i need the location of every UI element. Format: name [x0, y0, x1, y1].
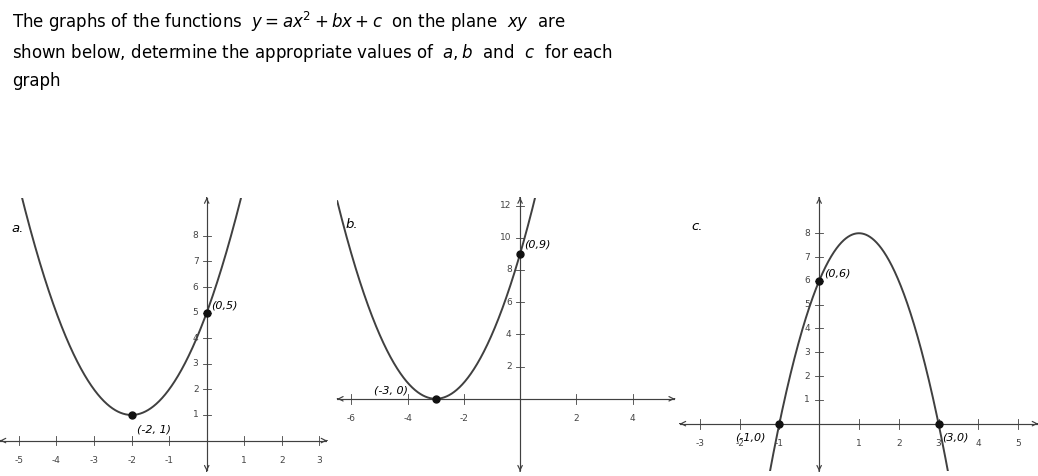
Text: (0,6): (0,6): [824, 268, 850, 278]
Text: (0,5): (0,5): [211, 301, 238, 311]
Text: 3: 3: [935, 439, 941, 448]
Text: -3: -3: [695, 439, 705, 448]
Text: 1: 1: [856, 439, 862, 448]
Text: 4: 4: [630, 414, 635, 423]
Text: (-2, 1): (-2, 1): [137, 425, 171, 435]
Text: 4: 4: [976, 439, 981, 448]
Text: (0,9): (0,9): [524, 239, 551, 249]
Text: 6: 6: [193, 283, 198, 292]
Text: 2: 2: [804, 372, 811, 380]
Text: 6: 6: [506, 298, 512, 307]
Text: 7: 7: [804, 253, 811, 261]
Text: 5: 5: [1015, 439, 1021, 448]
Text: 5: 5: [193, 308, 198, 317]
Text: -1: -1: [165, 456, 173, 465]
Text: 8: 8: [506, 266, 512, 275]
Text: -1: -1: [774, 439, 784, 448]
Text: 1: 1: [242, 456, 247, 465]
Text: (-3, 0): (-3, 0): [374, 386, 408, 396]
Text: (3,0): (3,0): [943, 432, 969, 442]
Text: 3: 3: [804, 348, 811, 357]
Text: -3: -3: [89, 456, 99, 465]
Text: b.: b.: [346, 218, 358, 231]
Text: -2: -2: [735, 439, 744, 448]
Text: -4: -4: [403, 414, 412, 423]
Text: 1: 1: [804, 396, 811, 404]
Text: (-1,0): (-1,0): [736, 432, 766, 442]
Text: 8: 8: [804, 229, 811, 238]
Text: c.: c.: [691, 220, 704, 233]
Text: 2: 2: [506, 362, 512, 371]
Text: -4: -4: [52, 456, 61, 465]
Text: 2: 2: [896, 439, 902, 448]
Text: 10: 10: [500, 233, 512, 242]
Text: 1: 1: [193, 410, 198, 419]
Text: 8: 8: [193, 231, 198, 240]
Text: 2: 2: [193, 385, 198, 394]
Text: 4: 4: [804, 324, 811, 333]
Text: -2: -2: [460, 414, 468, 423]
Text: 4: 4: [193, 334, 198, 343]
Text: 12: 12: [500, 201, 512, 210]
Text: 2: 2: [279, 456, 284, 465]
Text: 4: 4: [506, 330, 512, 339]
Text: -5: -5: [15, 456, 23, 465]
Text: 3: 3: [317, 456, 323, 465]
Text: 5: 5: [804, 300, 811, 309]
Text: -6: -6: [347, 414, 356, 423]
Text: 6: 6: [804, 277, 811, 285]
Text: 2: 2: [573, 414, 579, 423]
Text: The graphs of the functions  $y = ax^2 + bx + c$  on the plane  $xy$  are
shown : The graphs of the functions $y = ax^2 + …: [12, 10, 613, 90]
Text: -2: -2: [127, 456, 136, 465]
Text: 3: 3: [193, 359, 198, 368]
Text: a.: a.: [11, 222, 24, 235]
Text: 7: 7: [193, 257, 198, 266]
